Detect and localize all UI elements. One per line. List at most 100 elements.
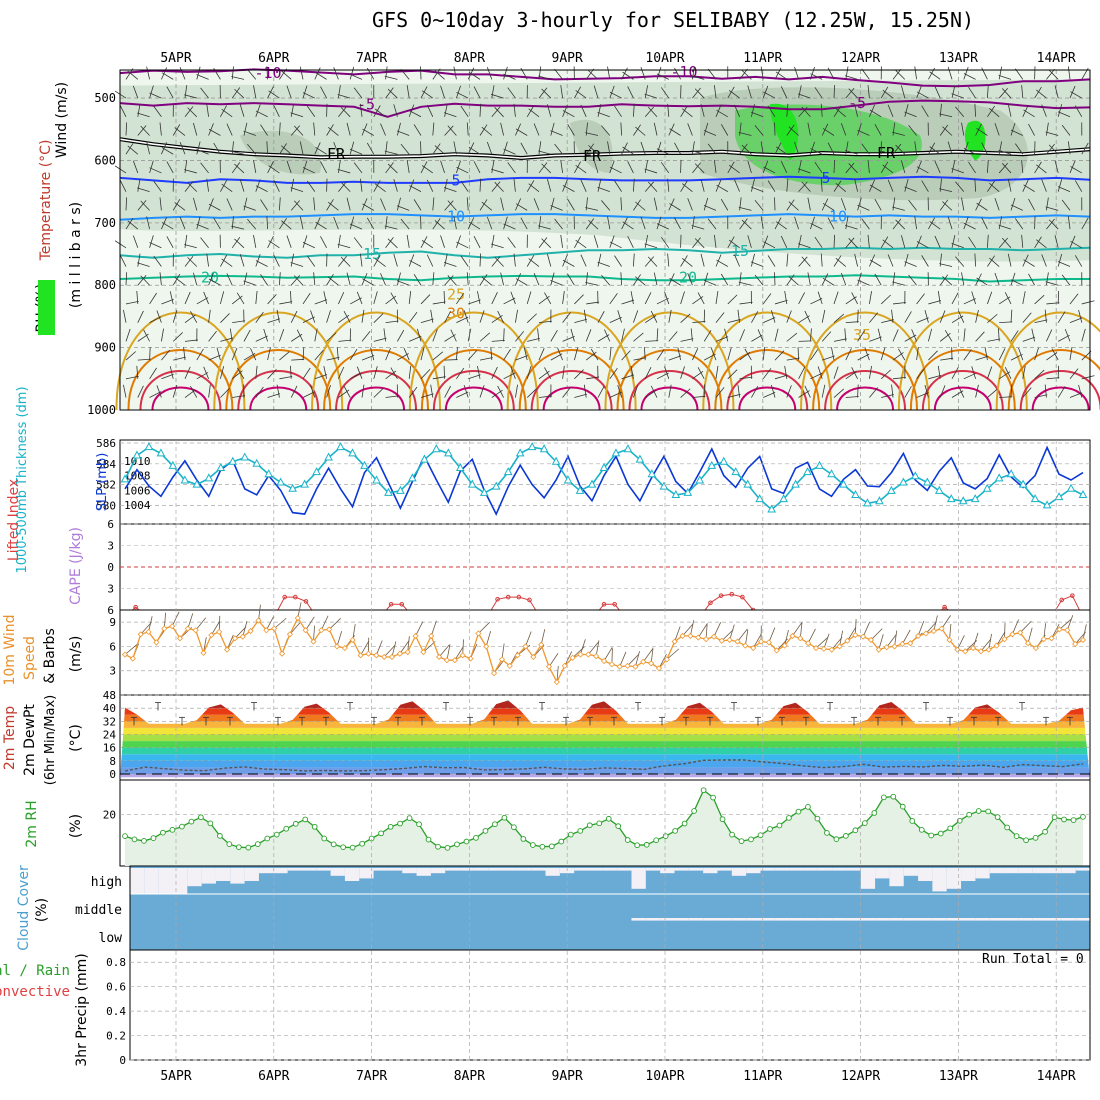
wind-barb	[987, 313, 998, 323]
wind-barb	[963, 349, 972, 361]
wind-barb	[481, 276, 493, 286]
wind-barb	[901, 160, 906, 174]
wind-barb	[585, 351, 597, 361]
wind-barb	[253, 234, 257, 248]
cloud-high-bar	[488, 868, 503, 871]
wind-barb	[585, 143, 595, 155]
wind-barb	[293, 275, 304, 286]
rh2m-point	[207, 820, 214, 827]
rh2m-point	[1061, 816, 1067, 823]
wind-barb	[780, 235, 788, 248]
wind-barb	[715, 254, 722, 267]
cloud-high-bar	[688, 868, 704, 871]
wind10m-point	[781, 642, 788, 649]
wind-barb	[541, 163, 552, 174]
thickness-point	[168, 460, 178, 469]
wind-barb	[880, 347, 886, 361]
wind-barb	[951, 292, 959, 305]
wind-barb	[848, 88, 858, 99]
wind-barb	[444, 359, 458, 361]
wind10m-point	[1032, 644, 1039, 652]
date-label-bottom: 6APR	[258, 1069, 289, 1084]
wind-barb	[848, 238, 858, 249]
rh2m-point	[890, 793, 897, 800]
wind-barb	[633, 274, 641, 286]
wind10m-point	[373, 652, 380, 659]
wind-barb	[831, 347, 835, 361]
wind-barb	[710, 347, 717, 361]
slp-line	[124, 445, 1084, 516]
wind-barb	[904, 178, 909, 192]
wind-barb	[739, 122, 742, 136]
wind-barb	[206, 103, 209, 117]
wind10m-barb	[273, 617, 287, 629]
wind-barb	[963, 328, 966, 342]
wind-barb	[526, 313, 537, 323]
isotherm-warm-loop	[151, 386, 210, 411]
wind-barb	[213, 217, 221, 230]
wind-barb	[669, 128, 681, 136]
wind-barb	[585, 329, 592, 342]
wind-barb	[1010, 309, 1013, 323]
wind-barb	[798, 292, 805, 305]
thickness-point	[120, 474, 130, 483]
wind-barb	[232, 395, 246, 398]
millibars-axis-label: (m i l l i b a r s)	[68, 202, 84, 308]
wind-barb	[153, 180, 162, 192]
wind-barb	[804, 310, 811, 323]
wind10m-point	[836, 643, 843, 650]
wind-barb	[349, 66, 355, 80]
wind10m-barb	[328, 618, 341, 630]
cloud-high-bar	[158, 868, 173, 894]
wind-barb	[320, 161, 327, 174]
wind-barb	[184, 339, 198, 342]
wind-barb	[1069, 347, 1073, 361]
thickness-point	[276, 477, 286, 486]
cloud-high-bar	[330, 868, 345, 876]
wind-barb	[421, 90, 434, 99]
rh2m-point	[748, 836, 754, 843]
wind-barb	[660, 236, 670, 249]
wind-barb	[975, 331, 985, 342]
wind-barb	[123, 309, 127, 323]
wind-barb	[346, 197, 351, 211]
isotherm-warm-loop	[812, 349, 919, 411]
wind-barb	[276, 384, 280, 398]
wind-barb	[528, 108, 540, 118]
wind-barb	[720, 124, 729, 136]
thickness-point	[599, 462, 609, 471]
wind-barb	[338, 366, 345, 379]
wind-barb	[798, 234, 802, 248]
wind-barb	[538, 395, 552, 398]
wind-barb	[877, 328, 882, 342]
thickness-point	[946, 494, 956, 503]
wind-barb	[822, 202, 835, 211]
wind-barb	[544, 292, 552, 305]
wind-barb	[700, 178, 705, 192]
temperature-axis-label: Temperature (°C)	[38, 140, 54, 262]
wind10m-barb	[1027, 627, 1033, 644]
wind-barb	[664, 366, 670, 379]
wind-barb	[479, 199, 488, 211]
cloud-middle-bar	[674, 918, 689, 921]
isotherm-label: 10	[829, 208, 847, 226]
wind10m-point	[993, 642, 1000, 649]
cloud-high-bar	[473, 868, 489, 871]
wind-barb	[184, 366, 191, 379]
wind-barb	[574, 161, 582, 174]
wind-barb	[281, 70, 292, 80]
wind10m-point	[718, 637, 725, 644]
wind-barb	[380, 273, 386, 286]
wind-barb	[208, 123, 214, 136]
cloud-high-bar	[932, 868, 947, 892]
wind-barb	[279, 301, 293, 305]
wind-barb	[845, 66, 849, 80]
wind-barb	[1010, 330, 1019, 342]
wind-barb	[833, 105, 842, 118]
rh2m-point	[994, 814, 1001, 820]
wind-barb	[393, 104, 398, 117]
wind-barb	[408, 311, 418, 323]
wind-barb	[562, 365, 565, 379]
wind-barb	[867, 159, 870, 173]
wind-barb	[443, 112, 457, 118]
